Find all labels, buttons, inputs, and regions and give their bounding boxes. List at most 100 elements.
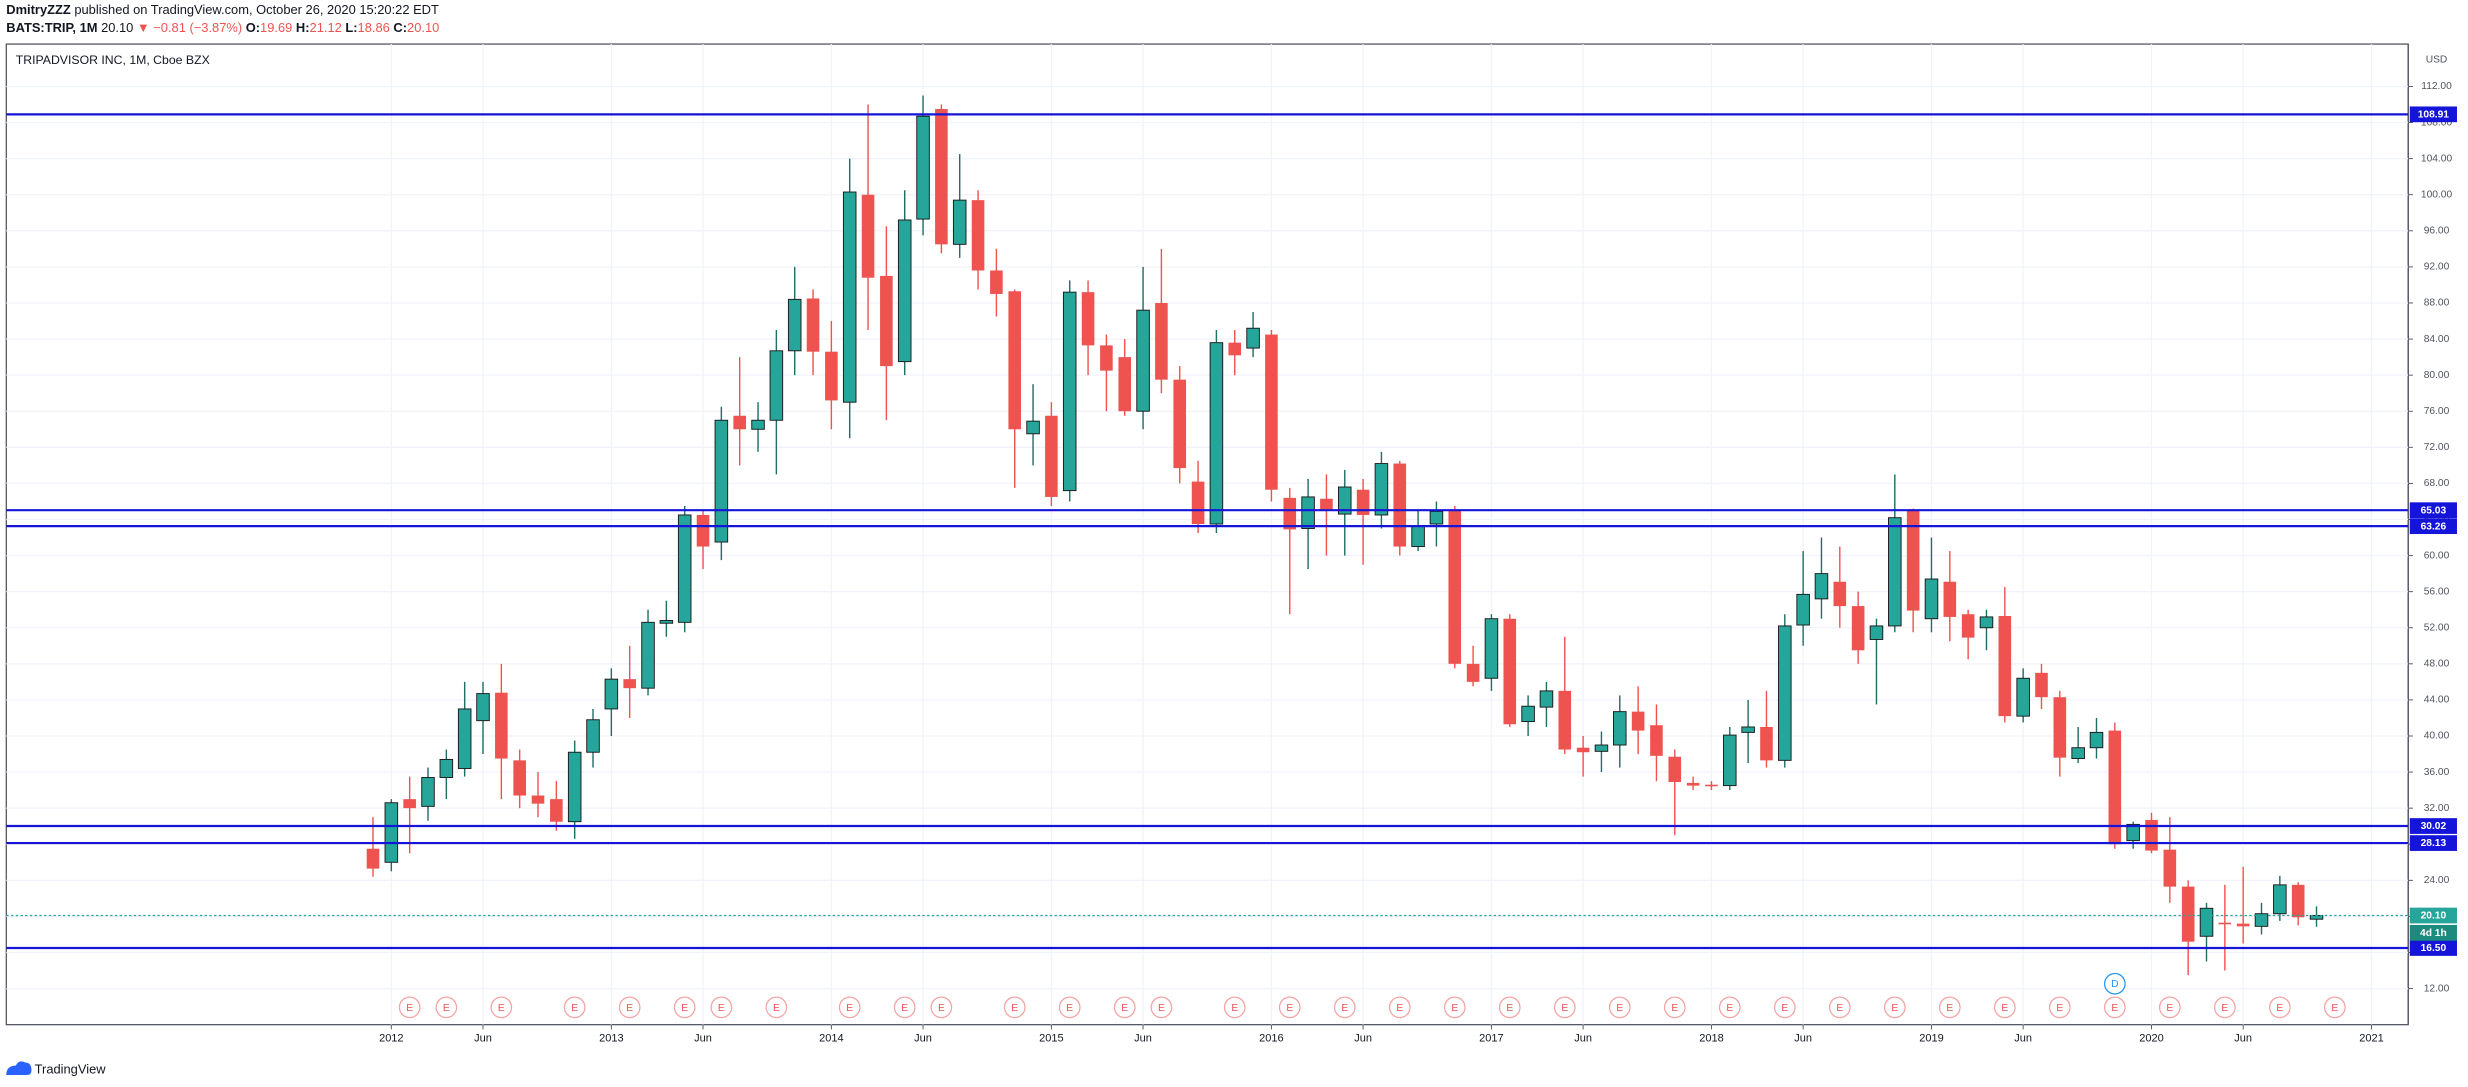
candle-body	[1869, 625, 1884, 640]
candle-body	[1081, 292, 1095, 346]
candle-body	[751, 419, 765, 430]
ohlc-value: 18.86	[358, 21, 390, 36]
level-label: 16.50	[2421, 943, 2447, 954]
candle-body	[1062, 291, 1077, 492]
candle-body	[1576, 747, 1590, 753]
y-tick-label: 84.00	[2424, 334, 2450, 345]
earnings-label: E	[901, 1003, 908, 1014]
earnings-marker	[710, 996, 733, 1019]
candle-body	[1741, 726, 1755, 733]
candle-body	[439, 758, 454, 778]
earnings-marker	[1113, 996, 1136, 1019]
x-tick-label: 2015	[1039, 1033, 1063, 1045]
candle-body	[1888, 517, 1902, 627]
earnings-marker	[1388, 996, 1411, 1019]
candle-body	[1320, 498, 1333, 511]
y-tick-label: 100.00	[2421, 189, 2453, 200]
candle-body	[659, 620, 674, 624]
candle-body	[1429, 510, 1444, 525]
earnings-label: E	[406, 1003, 413, 1014]
level-label: 30.02	[2421, 821, 2447, 832]
candle-body	[2126, 823, 2140, 842]
candle-body	[1118, 357, 1132, 412]
earnings-label: E	[2331, 1003, 2338, 1014]
candle-body	[1943, 581, 1957, 617]
earnings-marker	[838, 996, 861, 1019]
earnings-marker	[2103, 996, 2126, 1019]
y-tick-label: 24.00	[2424, 875, 2450, 886]
x-tick-label: Jun	[1574, 1033, 1592, 1045]
candle-body	[1283, 497, 1297, 530]
x-tick-label: 2019	[1919, 1033, 1943, 1045]
candle-body	[1814, 573, 1829, 600]
y-tick-label: 36.00	[2424, 767, 2450, 778]
y-tick-label: 80.00	[2424, 370, 2450, 381]
candle-body	[403, 799, 416, 809]
candle-body	[952, 199, 967, 245]
candle-body	[1686, 782, 1700, 786]
countdown-label: 4d 1h	[2420, 928, 2447, 939]
ohlc-key: L:	[345, 21, 357, 36]
x-tick-label: Jun	[1794, 1033, 1812, 1045]
candle-body	[1045, 415, 1058, 497]
candle-body	[384, 802, 399, 863]
level-label-box	[2409, 502, 2457, 519]
level-label-box	[2409, 518, 2457, 535]
earnings-label: E	[938, 1003, 945, 1014]
x-tick-label: 2016	[1259, 1033, 1283, 1045]
candle-body	[1008, 291, 1022, 430]
candle-body	[2035, 672, 2048, 698]
y-tick-label: 68.00	[2424, 478, 2450, 489]
y-tick-label: 76.00	[2424, 406, 2450, 417]
level-label: 108.91	[2418, 110, 2450, 121]
earnings-label: E	[2001, 1003, 2008, 1014]
candle-body	[1411, 525, 1425, 548]
candle-body	[1833, 581, 1847, 607]
candle-body	[366, 848, 380, 869]
y-tick-label: 32.00	[2424, 803, 2450, 814]
candle-body	[1136, 309, 1150, 412]
y-tick-label: 88.00	[2424, 298, 2450, 309]
earnings-marker	[398, 996, 421, 1019]
candle-body	[1503, 618, 1517, 725]
earnings-label: E	[2221, 1003, 2228, 1014]
candle-body	[1209, 342, 1224, 525]
earnings-label: E	[626, 1003, 633, 1014]
earnings-label: E	[681, 1003, 688, 1014]
dividend-marker	[2103, 972, 2126, 995]
x-tick-label: Jun	[1354, 1033, 1372, 1045]
candle-body	[1558, 690, 1572, 750]
earnings-label: E	[1781, 1003, 1788, 1014]
candle-body	[421, 777, 435, 807]
candle-body	[1796, 593, 1810, 626]
symbol: BATS:TRIP, 1M	[6, 21, 97, 36]
candle-body	[457, 708, 472, 769]
candle-body	[1979, 616, 1994, 629]
candle-body	[513, 760, 526, 796]
x-tick-label: 2014	[819, 1033, 843, 1045]
candle-body	[1448, 510, 1462, 664]
y-tick-label: 40.00	[2424, 731, 2450, 742]
candle-body	[806, 298, 820, 352]
candle-body	[2199, 907, 2214, 937]
countdown-box	[2409, 924, 2457, 941]
level-label-box	[2409, 835, 2457, 851]
candle-body	[825, 351, 838, 401]
candle-body	[916, 115, 930, 220]
candle-body	[1723, 734, 1737, 787]
x-tick-label: 2017	[1479, 1033, 1503, 1045]
earnings-label: E	[1286, 1003, 1293, 1014]
last-price-label: 20.10	[2421, 911, 2447, 922]
y-tick-label: 72.00	[2424, 442, 2450, 453]
earnings-marker	[490, 996, 513, 1019]
candle-body	[2218, 922, 2232, 925]
earnings-label: E	[1671, 1003, 1678, 1014]
earnings-marker	[1938, 996, 1961, 1019]
overlays: 12.0016.0020.0024.0028.0032.0036.0040.00…	[6, 81, 2457, 1045]
candle-body	[2145, 819, 2158, 851]
ohlc-value: 19.69	[260, 21, 292, 36]
candle-body	[1374, 463, 1389, 516]
earnings-marker	[1278, 996, 1301, 1019]
candle-body	[971, 200, 985, 271]
